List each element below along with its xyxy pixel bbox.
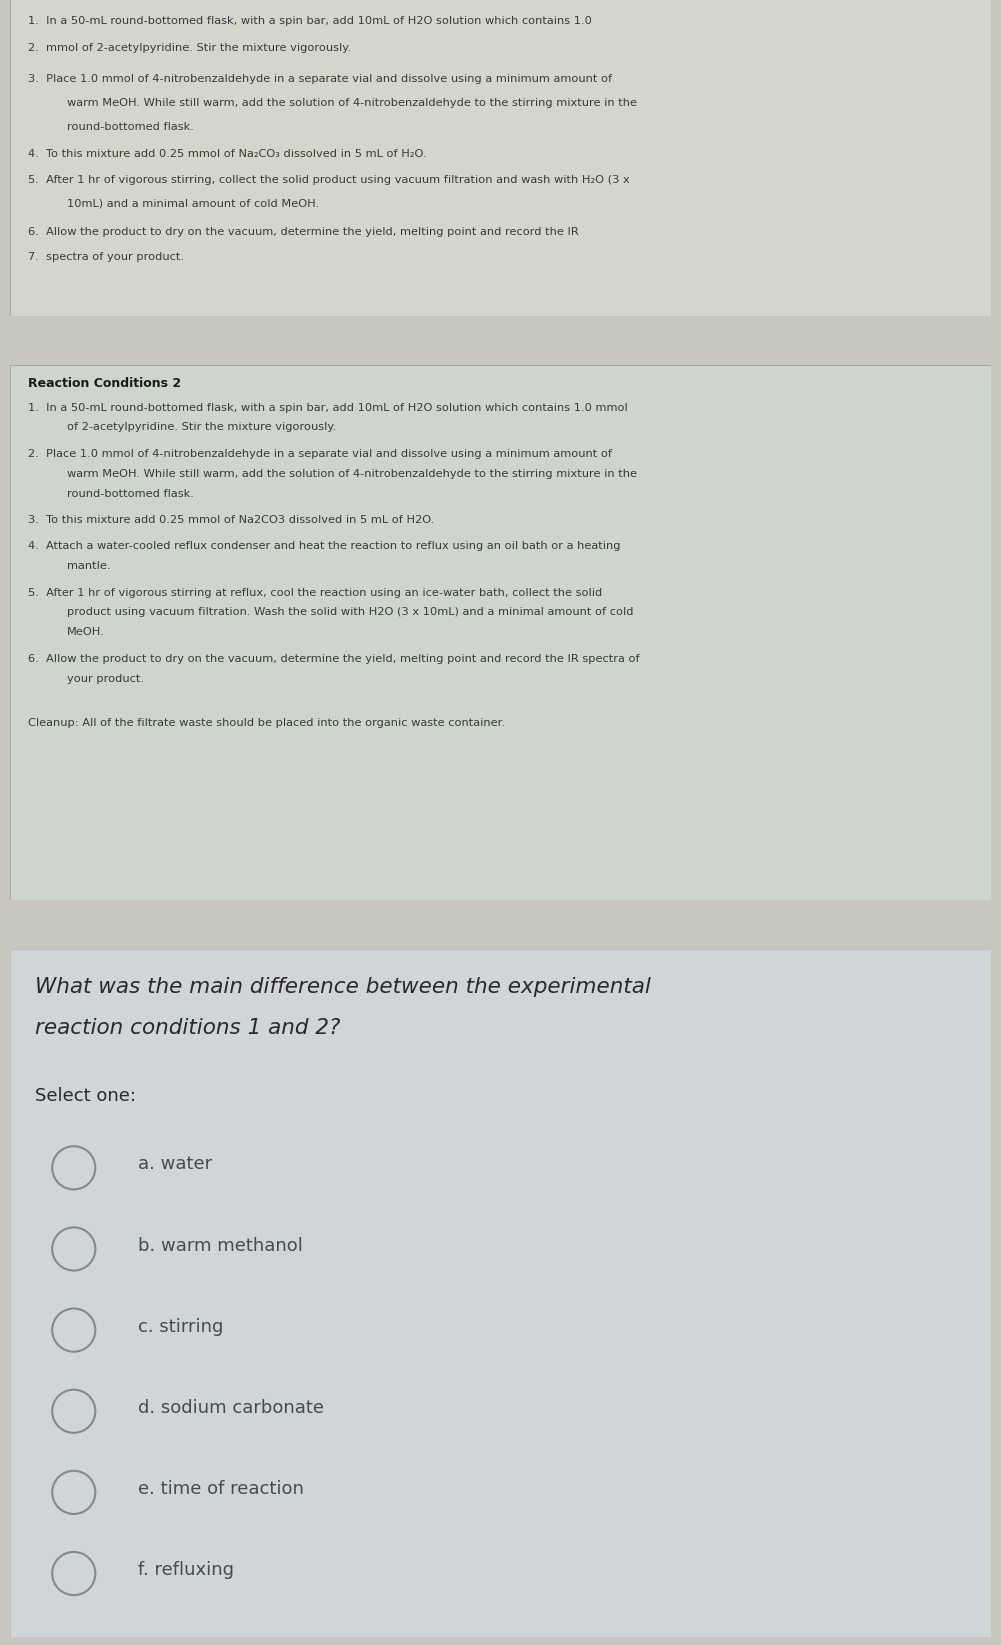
- Text: e. time of reaction: e. time of reaction: [137, 1480, 303, 1499]
- Text: b. warm methanol: b. warm methanol: [137, 1237, 302, 1255]
- Text: 5.  After 1 hr of vigorous stirring at reflux, cool the reaction using an ice-wa: 5. After 1 hr of vigorous stirring at re…: [28, 587, 602, 597]
- Text: reaction conditions 1 and 2?: reaction conditions 1 and 2?: [34, 1018, 340, 1038]
- Text: mantle.: mantle.: [67, 561, 110, 571]
- Text: 2.  Place 1.0 mmol of 4-nitrobenzaldehyde in a separate vial and dissolve using : 2. Place 1.0 mmol of 4-nitrobenzaldehyde…: [28, 449, 612, 459]
- Text: 3.  Place 1.0 mmol of 4-nitrobenzaldehyde in a separate vial and dissolve using : 3. Place 1.0 mmol of 4-nitrobenzaldehyde…: [28, 74, 612, 84]
- FancyBboxPatch shape: [10, 365, 991, 900]
- Text: 1.  In a 50-mL round-bottomed flask, with a spin bar, add 10mL of H2O solution w: 1. In a 50-mL round-bottomed flask, with…: [28, 16, 592, 26]
- Text: round-bottomed flask.: round-bottomed flask.: [67, 122, 194, 132]
- Text: of 2-acetylpyridine. Stir the mixture vigorously.: of 2-acetylpyridine. Stir the mixture vi…: [67, 423, 336, 433]
- Text: Cleanup: All of the filtrate waste should be placed into the organic waste conta: Cleanup: All of the filtrate waste shoul…: [28, 717, 505, 729]
- Text: product using vacuum filtration. Wash the solid with H2O (3 x 10mL) and a minima: product using vacuum filtration. Wash th…: [67, 607, 634, 617]
- Text: 5.  After 1 hr of vigorous stirring, collect the solid product using vacuum filt: 5. After 1 hr of vigorous stirring, coll…: [28, 174, 630, 184]
- Text: 10mL) and a minimal amount of cold MeOH.: 10mL) and a minimal amount of cold MeOH.: [67, 199, 319, 209]
- Text: d. sodium carbonate: d. sodium carbonate: [137, 1398, 323, 1416]
- Text: 6.  Allow the product to dry on the vacuum, determine the yield, melting point a: 6. Allow the product to dry on the vacuu…: [28, 227, 579, 237]
- Text: your product.: your product.: [67, 674, 144, 684]
- Text: round-bottomed flask.: round-bottomed flask.: [67, 489, 194, 498]
- Text: 6.  Allow the product to dry on the vacuum, determine the yield, melting point a: 6. Allow the product to dry on the vacuu…: [28, 653, 640, 665]
- Text: 4.  Attach a water-cooled reflux condenser and heat the reaction to reflux using: 4. Attach a water-cooled reflux condense…: [28, 541, 621, 551]
- Text: a. water: a. water: [137, 1155, 211, 1173]
- Text: 7.  spectra of your product.: 7. spectra of your product.: [28, 252, 183, 262]
- FancyBboxPatch shape: [10, 0, 991, 316]
- Text: What was the main difference between the experimental: What was the main difference between the…: [34, 977, 651, 997]
- Text: 3.  To this mixture add 0.25 mmol of Na2CO3 dissolved in 5 mL of H2O.: 3. To this mixture add 0.25 mmol of Na2C…: [28, 515, 433, 525]
- Text: warm MeOH. While still warm, add the solution of 4-nitrobenzaldehyde to the stir: warm MeOH. While still warm, add the sol…: [67, 99, 637, 109]
- Text: warm MeOH. While still warm, add the solution of 4-nitrobenzaldehyde to the stir: warm MeOH. While still warm, add the sol…: [67, 469, 637, 479]
- Text: 1.  In a 50-mL round-bottomed flask, with a spin bar, add 10mL of H2O solution w: 1. In a 50-mL round-bottomed flask, with…: [28, 403, 628, 413]
- Text: f. refluxing: f. refluxing: [137, 1561, 233, 1579]
- Text: 4.  To this mixture add 0.25 mmol of Na₂CO₃ dissolved in 5 mL of H₂O.: 4. To this mixture add 0.25 mmol of Na₂C…: [28, 150, 426, 160]
- Text: Reaction Conditions 2: Reaction Conditions 2: [28, 377, 181, 390]
- Text: MeOH.: MeOH.: [67, 627, 105, 637]
- Text: c. stirring: c. stirring: [137, 1318, 223, 1336]
- FancyBboxPatch shape: [10, 949, 991, 1637]
- Text: 2.  mmol of 2-acetylpyridine. Stir the mixture vigorously.: 2. mmol of 2-acetylpyridine. Stir the mi…: [28, 43, 350, 53]
- Text: Select one:: Select one:: [34, 1087, 135, 1105]
